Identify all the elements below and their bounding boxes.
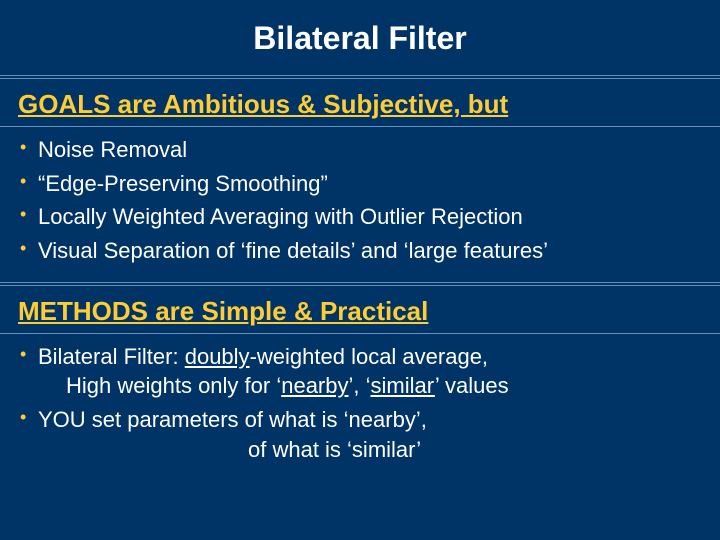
list-item: Noise Removal <box>38 133 696 167</box>
goals-list: Noise Removal “Edge-Preserving Smoothing… <box>0 127 720 282</box>
continuation-line: High weights only for ‘nearby’, ‘similar… <box>38 371 696 401</box>
text-run: ’, ‘ <box>349 373 371 398</box>
underlined-text: similar <box>371 373 435 398</box>
section-heading-goals: GOALS are Ambitious & Subjective, but <box>0 79 720 126</box>
slide-title: Bilateral Filter <box>0 20 720 75</box>
list-item: Visual Separation of ‘fine details’ and … <box>38 234 696 268</box>
text-run: ’ values <box>435 373 509 398</box>
underlined-text: doubly <box>185 344 250 369</box>
section-heading-methods: METHODS are Simple & Practical <box>0 286 720 333</box>
text-run: High weights only for ‘ <box>66 373 281 398</box>
underlined-text: nearby <box>281 373 348 398</box>
slide: Bilateral Filter GOALS are Ambitious & S… <box>0 0 720 540</box>
text-run: -weighted local average, <box>250 344 488 369</box>
text-run: Bilateral Filter: <box>38 344 185 369</box>
list-item: Bilateral Filter: doubly-weighted local … <box>38 340 696 403</box>
methods-list: Bilateral Filter: doubly-weighted local … <box>0 334 720 481</box>
list-item: Locally Weighted Averaging with Outlier … <box>38 200 696 234</box>
text-run: YOU set parameters of what is ‘nearby’, <box>38 407 427 432</box>
list-item: “Edge-Preserving Smoothing” <box>38 167 696 201</box>
list-item: YOU set parameters of what is ‘nearby’, … <box>38 403 696 466</box>
continuation-line: of what is ‘similar’ <box>38 435 696 465</box>
